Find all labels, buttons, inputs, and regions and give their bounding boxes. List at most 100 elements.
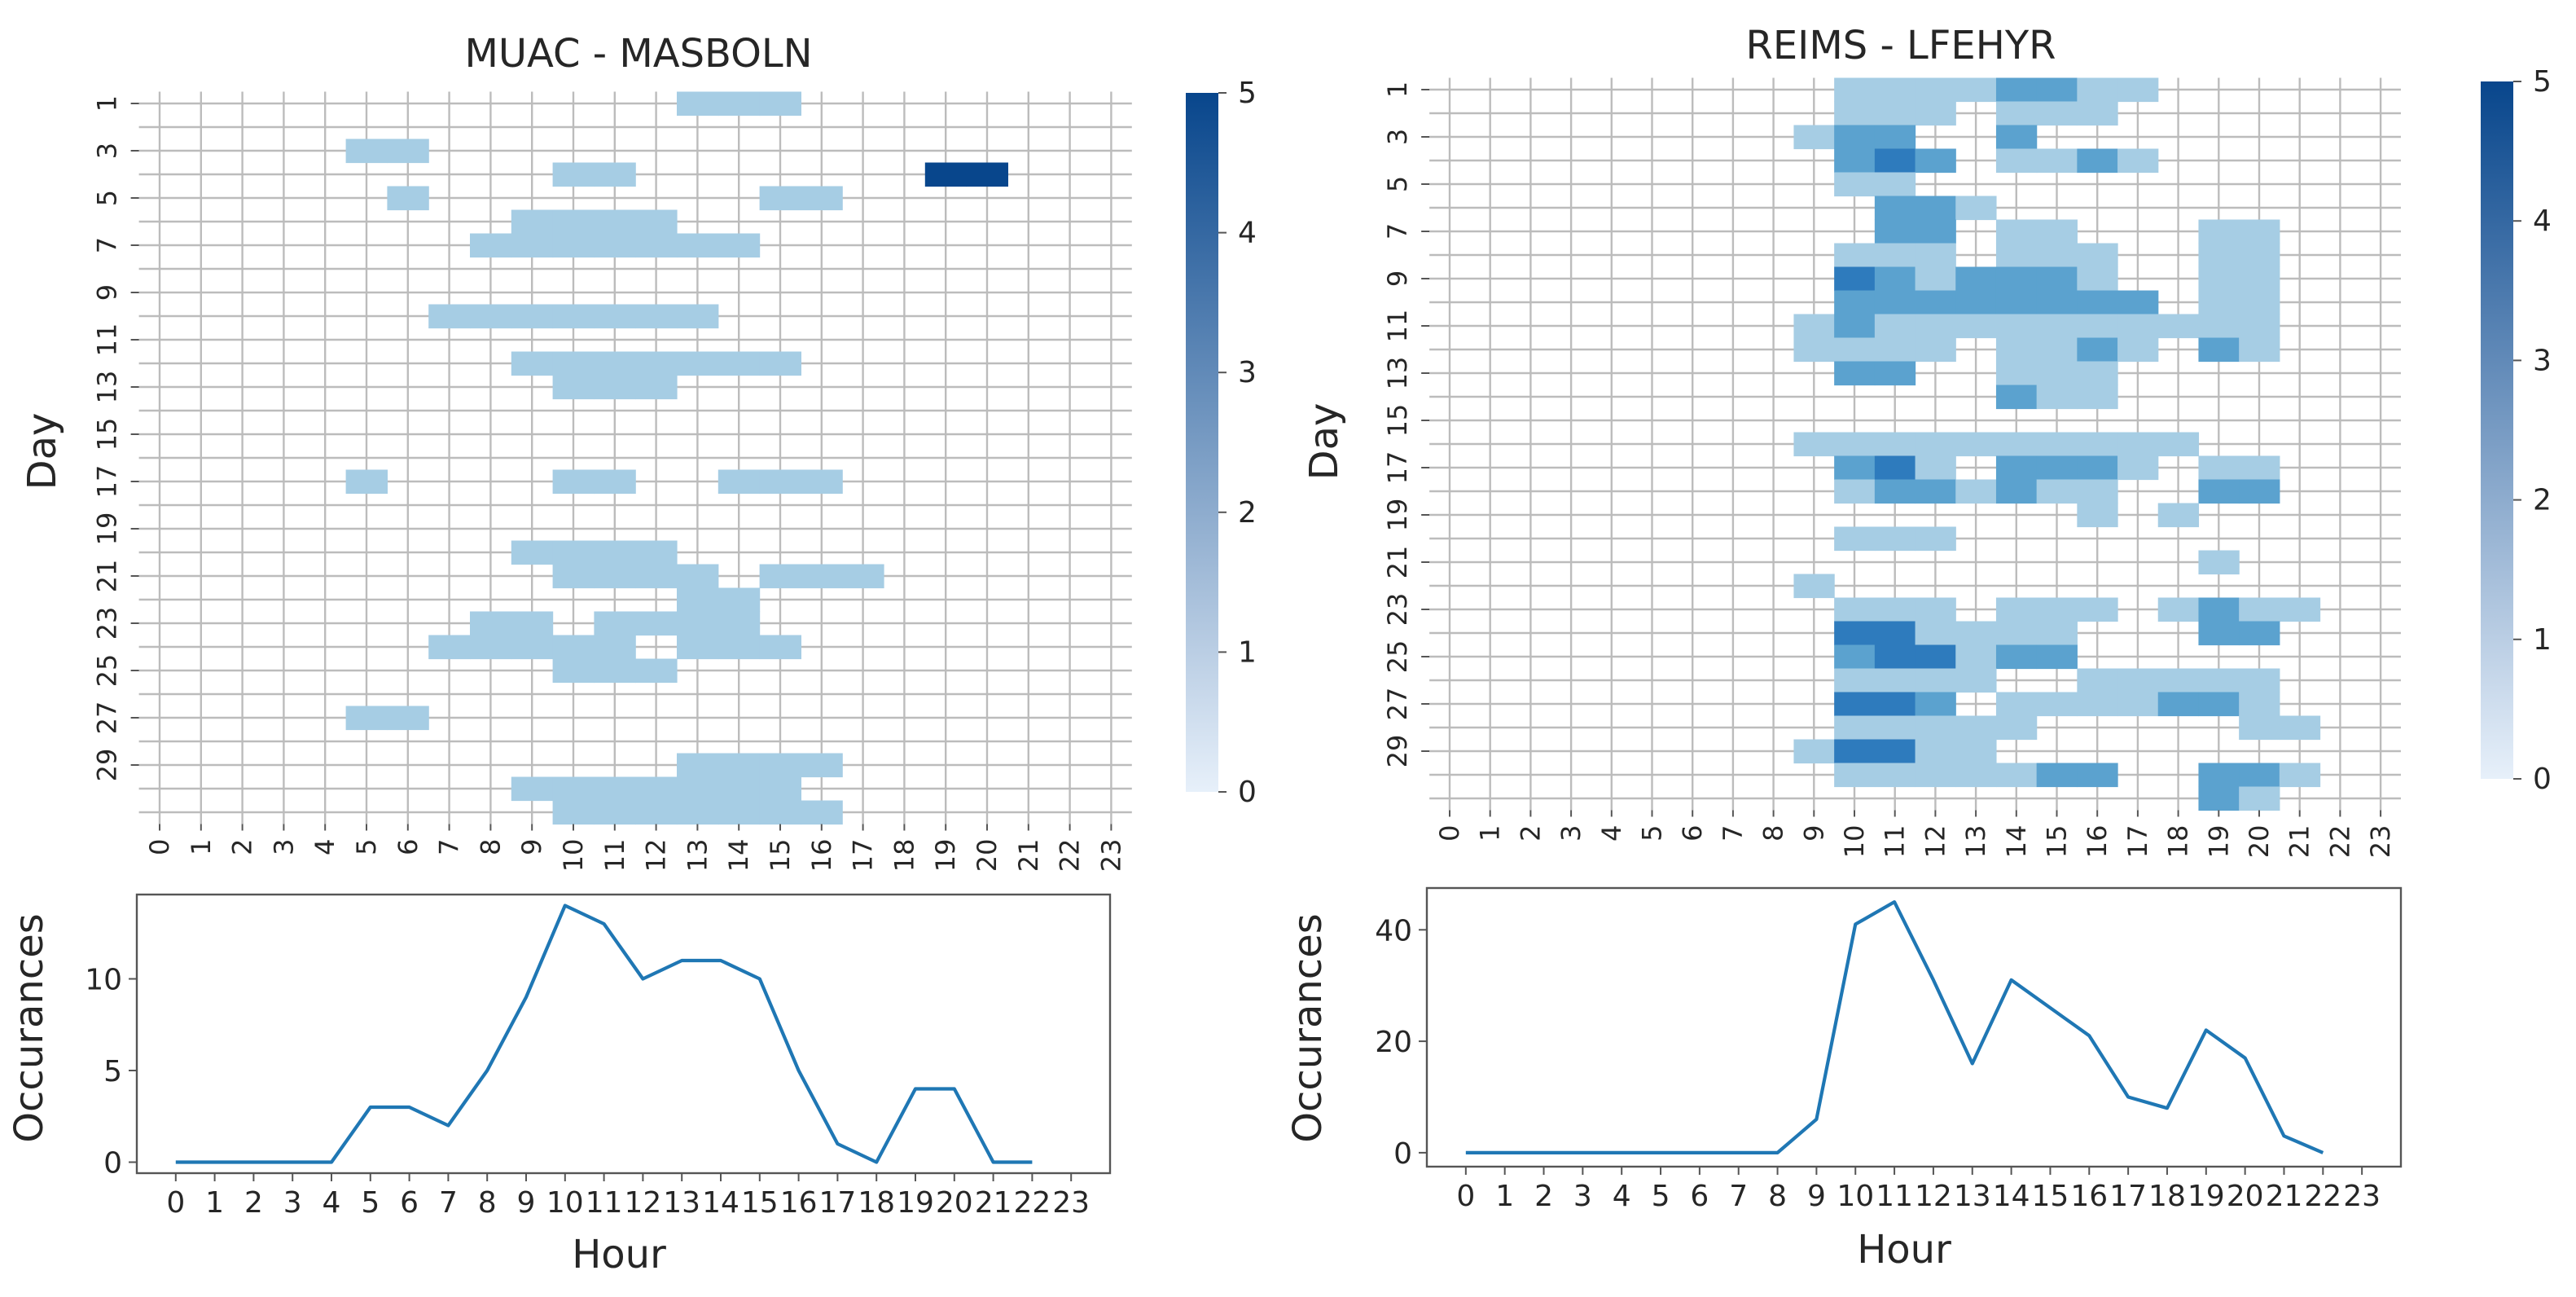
heatmap-cell <box>1915 196 1956 221</box>
colorbar: 0 1 2 3 4 5 <box>2481 65 2552 796</box>
x-tick-label: 16 <box>2082 825 2113 859</box>
heatmap-cell <box>677 753 719 778</box>
heatmap-cell <box>1915 243 1956 268</box>
heatmap-cell <box>552 304 595 329</box>
y-tick-label: 1 <box>1382 81 1413 98</box>
heatmap-cell <box>594 375 636 400</box>
colorbar-tick-label: 0 <box>2533 763 2552 796</box>
x-tick-label: 22 <box>2304 1180 2341 1213</box>
heatmap-cell <box>2036 266 2078 292</box>
heatmap-cell <box>1793 739 1835 764</box>
colorbar-tick-label: 1 <box>1238 635 1257 669</box>
heatmap-cell <box>1874 77 1916 103</box>
x-tick-label: 0 <box>166 1186 185 1220</box>
heatmap-cell <box>2198 621 2240 646</box>
x-tick-label: 2 <box>1534 1180 1553 1213</box>
heatmap-cell <box>1995 644 2038 670</box>
heatmap-cell <box>2198 692 2240 717</box>
heatmap-cell <box>635 233 678 258</box>
heatmap-cell <box>2036 455 2078 481</box>
heatmap-y-axis-label: Day <box>20 413 65 490</box>
heatmap-cell <box>552 469 595 495</box>
heatmap-cell <box>2077 290 2118 315</box>
heatmap-cell <box>1995 219 2038 244</box>
x-tick-label: 6 <box>393 839 423 855</box>
x-tick-label: 23 <box>2365 825 2396 859</box>
y-tick-label: 15 <box>1382 404 1413 437</box>
x-tick-label: 15 <box>765 839 796 873</box>
heatmap-cell <box>1955 715 1997 741</box>
line-plot-area: 0 1 2 3 4 5 6 7 8 9 10 11 12 13 14 15 16 17 18 19 20 21 22 2305… <box>85 893 1112 1220</box>
colorbar-tick-label: 0 <box>1238 776 1257 809</box>
heatmap-cell <box>470 611 512 636</box>
heatmap-cell <box>2239 314 2280 339</box>
x-tick-label: 12 <box>624 1186 661 1220</box>
heatmap-cell <box>677 611 719 636</box>
y-tick-label: 0 <box>103 1147 122 1180</box>
heatmap-cell <box>677 91 719 117</box>
heatmap-cell <box>1915 432 1956 457</box>
heatmap-cell <box>1874 668 1916 693</box>
heatmap-cell <box>1874 526 1916 552</box>
heatmap-cell <box>1955 668 1997 693</box>
x-tick-label: 17 <box>2122 825 2153 859</box>
heatmap-cell <box>2077 77 2118 103</box>
heatmap-cell <box>594 564 636 589</box>
y-tick-label: 9 <box>1382 270 1413 287</box>
x-tick-label: 20 <box>972 839 1003 873</box>
heatmap-cell <box>759 469 801 495</box>
heatmap-cell <box>1995 621 2038 646</box>
y-tick-label: 15 <box>92 418 123 451</box>
heatmap-cell <box>1874 621 1916 646</box>
heatmap-cell <box>511 611 554 636</box>
heatmap-cell <box>1793 574 1835 599</box>
y-tick-label: 3 <box>1382 129 1413 145</box>
y-tick-label: 23 <box>1382 593 1413 627</box>
x-tick-label: 23 <box>1095 839 1126 873</box>
colorbar-tick-label: 4 <box>2533 204 2552 238</box>
heatmap-cell <box>677 635 719 660</box>
heatmap-cell <box>718 776 761 802</box>
heatmap-cell <box>2036 763 2078 788</box>
x-tick-label: 15 <box>2032 1180 2069 1213</box>
x-tick-label: 18 <box>2163 825 2194 859</box>
x-tick-label: 12 <box>1915 1180 1952 1213</box>
line-x-axis-label: Hour <box>1857 1227 1951 1273</box>
heatmap-cell <box>1834 597 1876 622</box>
heatmap-cell <box>2077 148 2118 174</box>
heatmap-cell <box>1955 314 1997 339</box>
x-tick-label: 12 <box>641 839 672 873</box>
heatmap-cell <box>2077 668 2118 693</box>
heatmap-cell <box>1874 597 1916 622</box>
heatmap-cell <box>2117 290 2159 315</box>
x-tick-label: 0 <box>144 839 175 855</box>
x-tick-label: 13 <box>682 839 713 873</box>
heatmap-cell <box>1834 432 1876 457</box>
heatmap-cell <box>2239 479 2280 504</box>
x-tick-label: 8 <box>475 839 506 855</box>
x-tick-label: 11 <box>599 839 630 873</box>
heatmap-cell <box>718 611 761 636</box>
x-tick-label: 10 <box>1839 825 1870 859</box>
heatmap-cell <box>801 753 843 778</box>
heatmap-cell <box>1915 77 1956 103</box>
heatmap-cell <box>1874 219 1916 244</box>
heatmap-cell <box>2117 692 2159 717</box>
heatmap-cell <box>2239 219 2280 244</box>
heatmap-cell <box>2077 266 2118 292</box>
heatmap-cell <box>2036 148 2078 174</box>
heatmap-cell <box>1915 692 1956 717</box>
x-tick-label: 2 <box>244 1186 263 1220</box>
line-y-axis-label: Occurances <box>1285 913 1331 1142</box>
heatmap-cell <box>1915 314 1956 339</box>
heatmap-cell <box>1915 479 1956 504</box>
heatmap-ticks: 0 1 2 3 4 5 6 7 8 9 10 11 12 13 14 15 16 17 18 19 20 21 22 2313… <box>92 95 1127 872</box>
heatmap-cell <box>594 611 636 636</box>
heatmap-cell <box>759 776 801 802</box>
x-tick-label: 18 <box>889 839 919 873</box>
heatmap-cell <box>2036 337 2078 363</box>
line-chart-reims-lfehyr: Hour Occurances 0 1 2 3 4 5 6 7 8 9 10 11 12 13 14 15 16… <box>1285 886 2403 1273</box>
heatmap-cell <box>2036 243 2078 268</box>
heatmap-cell <box>635 540 678 565</box>
